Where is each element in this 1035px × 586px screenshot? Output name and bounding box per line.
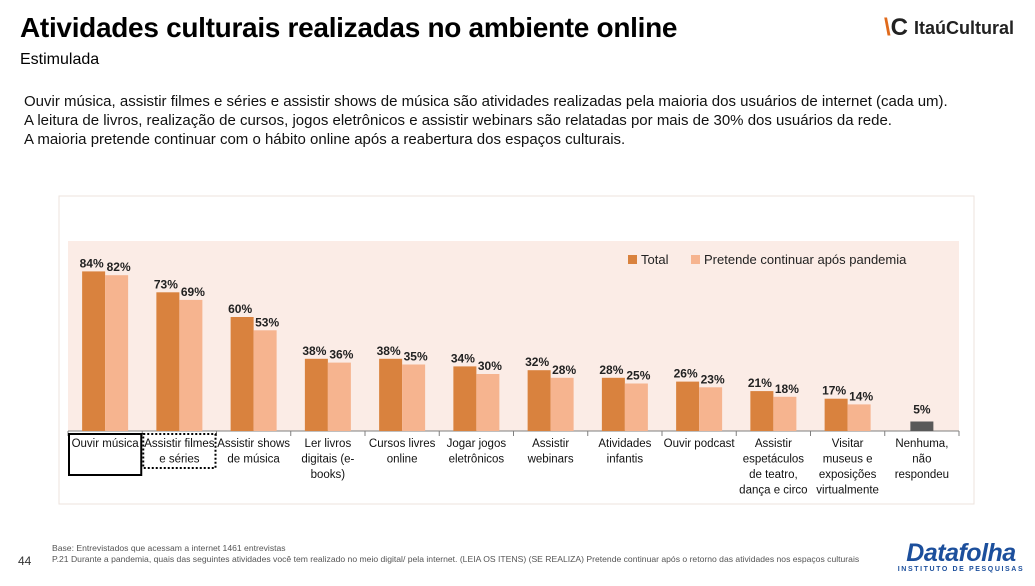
category-label: Atividades — [598, 438, 651, 450]
data-label-total: 32% — [525, 355, 549, 369]
category-label: espetáculos — [743, 454, 805, 466]
data-label-pretende: 14% — [849, 389, 873, 403]
selection-box-dotted — [142, 433, 217, 469]
data-label-total: 17% — [822, 384, 846, 398]
category-label: Ouvir podcast — [664, 438, 736, 450]
bar-pretende — [624, 383, 648, 431]
intro-paragraph-2: A maioria pretende continuar com o hábit… — [24, 131, 626, 148]
intro-text: Ouvir música, assistir filmes e séries e… — [24, 92, 954, 149]
category-label: eletrônicos — [449, 454, 505, 466]
data-label-pretende: 69% — [181, 285, 205, 299]
data-label-total: 34% — [451, 351, 475, 365]
data-label-pretende: 18% — [775, 382, 799, 396]
data-label-pretende: 23% — [701, 372, 725, 386]
selection-box-solid — [68, 433, 143, 476]
data-label-total: 21% — [748, 376, 772, 390]
itau-cultural-logo: \C ItaúCultural — [884, 14, 1014, 42]
bar-pretende — [699, 387, 723, 431]
bar-total — [379, 358, 403, 431]
category-label: Ouvir música — [72, 438, 140, 450]
category-label: books) — [311, 469, 346, 481]
legend-label-pretende: Pretende continuar após pandemia — [704, 252, 907, 267]
data-label-total: 60% — [228, 302, 252, 316]
bar-total — [676, 381, 700, 431]
legend-label-total: Total — [641, 252, 669, 267]
data-label-pretende: 25% — [626, 369, 650, 383]
footnote: Base: Entrevistados que acessam a intern… — [52, 543, 872, 565]
category-label: museus e — [823, 454, 873, 466]
category-label: online — [387, 454, 418, 466]
bar-total — [824, 398, 848, 431]
chart-frame — [58, 195, 975, 505]
data-label-pretende: 28% — [552, 363, 576, 377]
plot-area — [68, 241, 959, 431]
data-label-pretende: 36% — [329, 348, 353, 362]
category-label: Nenhuma, — [895, 438, 948, 450]
bar-total — [453, 366, 477, 431]
category-label: e séries — [159, 454, 200, 466]
bar-pretende — [773, 396, 797, 431]
category-label: dança e circo — [739, 485, 807, 497]
category-label: Assistir shows — [217, 438, 290, 450]
page-number: 44 — [18, 554, 32, 568]
datafolha-subtitle: INSTITUTO DE PESQUISAS — [897, 566, 1025, 573]
category-label: Assistir filmes — [144, 438, 215, 450]
category-label: não — [912, 454, 931, 466]
bar-pretende — [327, 362, 351, 431]
bar-total — [750, 391, 774, 431]
category-label: Jogar jogos — [447, 438, 507, 450]
bar-chart-svg: 84% 82% Ouvir música 73%69% Assistir filmes e… — [58, 195, 975, 505]
data-label-total: 38% — [377, 344, 401, 358]
category-label: de teatro, — [749, 469, 798, 481]
datafolha-logo: Datafolha INSTITUTO DE PESQUISAS — [895, 540, 1027, 573]
logo-text: ItaúCultural — [914, 17, 1015, 38]
category-label: respondeu — [895, 469, 949, 481]
data-label-total: 26% — [674, 367, 698, 381]
category-label: virtualmente — [816, 485, 879, 497]
category-label: Visitar — [832, 438, 864, 450]
page-title: Atividades culturais realizadas no ambie… — [20, 12, 678, 43]
category-label: Ler livros — [305, 438, 352, 450]
bar-total — [82, 271, 106, 431]
bar-pretende — [847, 404, 871, 431]
bar-pretende — [105, 275, 129, 431]
page-subtitle: Estimulada — [20, 51, 100, 68]
category-label: Assistir — [532, 438, 569, 450]
data-label-total: 38% — [302, 344, 326, 358]
bar-pretende — [476, 374, 500, 431]
data-label-total: 84% — [80, 256, 104, 270]
category-label: Cursos livres — [369, 438, 436, 450]
bar-pretende — [179, 299, 203, 431]
intro-paragraph-1: Ouvir música, assistir filmes e séries e… — [24, 93, 948, 129]
data-label-total: 73% — [154, 277, 178, 291]
datafolha-name: Datafolha — [906, 539, 1016, 567]
bar-pretende — [550, 377, 574, 431]
legend-swatch-total — [628, 255, 637, 264]
bar-total — [601, 377, 625, 431]
bar-total — [230, 317, 254, 431]
question-note: P.21 Durante a pandemia, quais das segui… — [52, 554, 860, 564]
category-label: infantis — [607, 454, 644, 466]
bar-total — [527, 370, 551, 431]
bar-pretende — [402, 364, 426, 431]
category-label: webinars — [527, 454, 574, 466]
data-label-nenhuma: 5% — [913, 403, 931, 417]
data-label-pretende: 53% — [255, 315, 279, 329]
data-label-pretende: 30% — [478, 359, 502, 373]
category-label: de música — [227, 454, 280, 466]
bar-pretende — [253, 330, 277, 431]
data-label-pretende: 35% — [404, 350, 428, 364]
legend-swatch-pretende — [691, 255, 700, 264]
category-label: Assistir — [755, 438, 792, 450]
base-note: Base: Entrevistados que acessam a intern… — [52, 543, 286, 553]
bar-chart: 84% 82% Ouvir música 73% 69% Assistir filmes e… — [58, 195, 975, 505]
bar-total — [304, 358, 328, 431]
category-label: digitais (e- — [301, 454, 354, 466]
category-label: exposições — [819, 469, 877, 481]
data-label-pretende: 82% — [107, 260, 131, 274]
bar-nenhuma — [910, 421, 934, 431]
itau-logo-icon: \C — [884, 14, 909, 41]
data-label-total: 28% — [599, 363, 623, 377]
bar-total — [156, 292, 180, 431]
